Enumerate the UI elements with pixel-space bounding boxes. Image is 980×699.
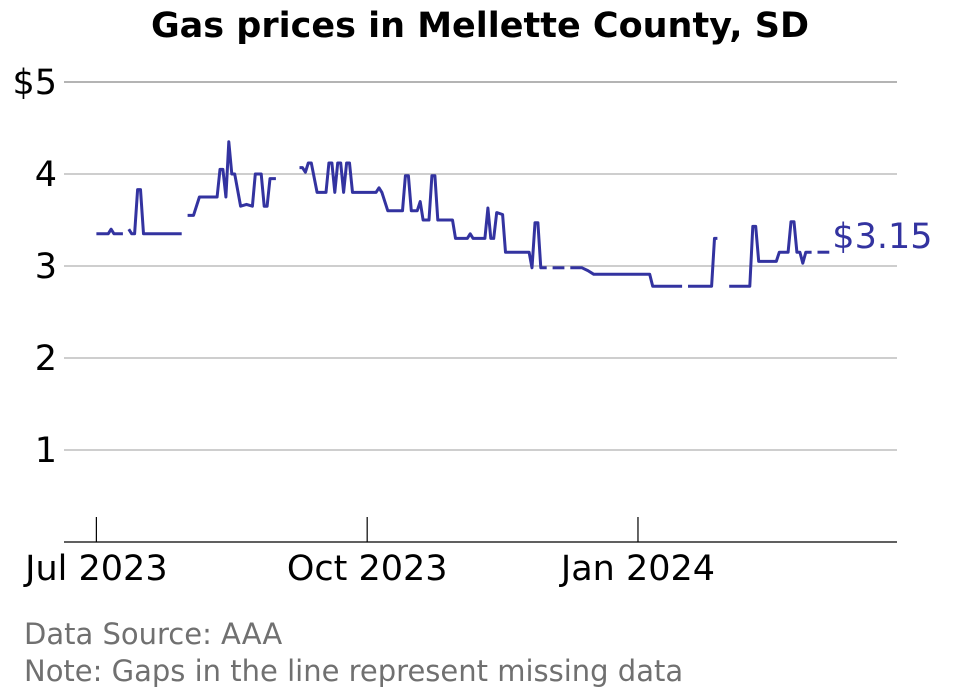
x-tick-label: Jan 2024	[559, 549, 715, 589]
y-tick-label: $5	[12, 63, 57, 103]
x-tick-label: Jul 2023	[23, 549, 167, 589]
missing-data-note: Note: Gaps in the line represent missing…	[24, 654, 684, 688]
price-line-segment	[570, 266, 683, 288]
chart: Gas prices in Mellette County, SD $5 4 3 2 1…	[12, 6, 932, 589]
y-tick-label: 1	[35, 431, 57, 471]
data-source-note: Data Source: AAA	[24, 617, 283, 651]
price-line-segment	[187, 140, 276, 217]
price-line-segment	[127, 188, 182, 236]
y-tick-label: 3	[35, 247, 57, 287]
price-line-segment	[688, 236, 718, 288]
y-tick-label: 4	[35, 155, 57, 195]
latest-price-label: $3.15	[832, 217, 932, 257]
x-tick-label: Oct 2023	[287, 549, 448, 589]
price-line-segment	[299, 161, 547, 270]
chart-title: Gas prices in Mellette County, SD	[151, 6, 809, 46]
y-tick-label: 2	[35, 339, 57, 379]
price-line-segment	[96, 227, 123, 236]
price-line-segment	[729, 220, 812, 288]
